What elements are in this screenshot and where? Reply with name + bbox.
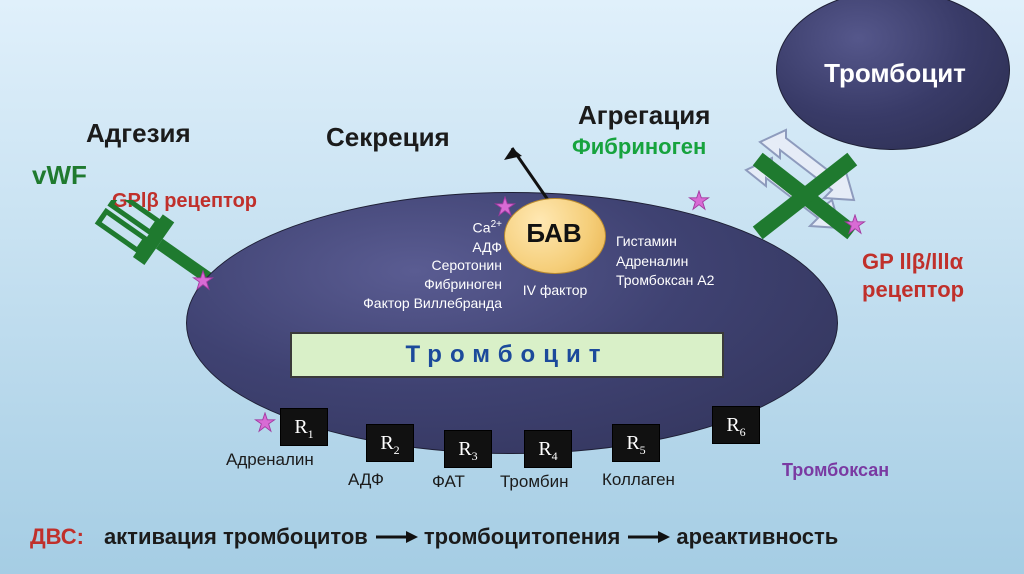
- label-aggregation: Агрегация: [578, 100, 710, 131]
- label-secretion: Секреция: [326, 122, 450, 153]
- receptor-r1-below: Адреналин: [226, 450, 314, 470]
- inside-left-2: Серотонин: [292, 256, 502, 275]
- label-gp2b3a-line1: GP llβ/lllα: [862, 248, 964, 276]
- inside-left-4: Фактор Виллебранда: [292, 294, 502, 313]
- receptor-r5-below: Коллаген: [602, 470, 675, 490]
- inside-left-list: Са2+ АДФ Серотонин Фибриноген Фактор Вил…: [292, 218, 502, 313]
- inside-left-1: АДФ: [292, 238, 502, 257]
- platelet-small-label: Тромбоцит: [800, 58, 990, 89]
- bottom-s1: активация тромбоцитов: [104, 524, 368, 550]
- receptor-r4-below: Тромбин: [500, 472, 568, 492]
- receptor-r6: R6: [712, 406, 760, 444]
- receptor-r2-below: АДФ: [348, 470, 384, 490]
- inside-right-1: Адреналин: [616, 252, 796, 272]
- label-thromboxane: Тромбоксан: [782, 460, 889, 481]
- label-fibrinogen: Фибриноген: [572, 134, 706, 160]
- label-gp2b3a: GP llβ/lllα рецептор: [862, 248, 964, 303]
- label-vwf: vWF: [32, 160, 87, 191]
- label-gp2b3a-line2: рецептор: [862, 276, 964, 304]
- bottom-s2: тромбоцитопения: [424, 524, 621, 550]
- bottom-line: ДВС: активация тромбоцитов тромбоцитопен…: [30, 524, 838, 550]
- inside-right-list: Гистамин Адреналин Тромбоксан А2: [616, 232, 796, 291]
- receptor-r1: R1: [280, 408, 328, 446]
- bottom-prefix: ДВС:: [30, 524, 84, 550]
- arrow-icon: [374, 528, 418, 546]
- receptor-r3-below: ФАТ: [432, 472, 465, 492]
- receptor-r2: R2: [366, 424, 414, 462]
- receptor-r5: R5: [612, 424, 660, 462]
- inside-left-3: Фибриноген: [292, 275, 502, 294]
- inside-right-0: Гистамин: [616, 232, 796, 252]
- platelet-banner: Тромбоцит: [290, 332, 724, 378]
- label-adhesion: Адгезия: [86, 118, 191, 149]
- receptor-r4: R4: [524, 430, 572, 468]
- bottom-s3: ареактивность: [676, 524, 838, 550]
- bav-below: IV фактор: [500, 282, 610, 298]
- arrow-icon: [626, 528, 670, 546]
- receptor-r3: R3: [444, 430, 492, 468]
- inside-left-0: Са2+: [292, 218, 502, 238]
- bav-label: БАВ: [504, 218, 604, 249]
- inside-right-2: Тромбоксан А2: [616, 271, 796, 291]
